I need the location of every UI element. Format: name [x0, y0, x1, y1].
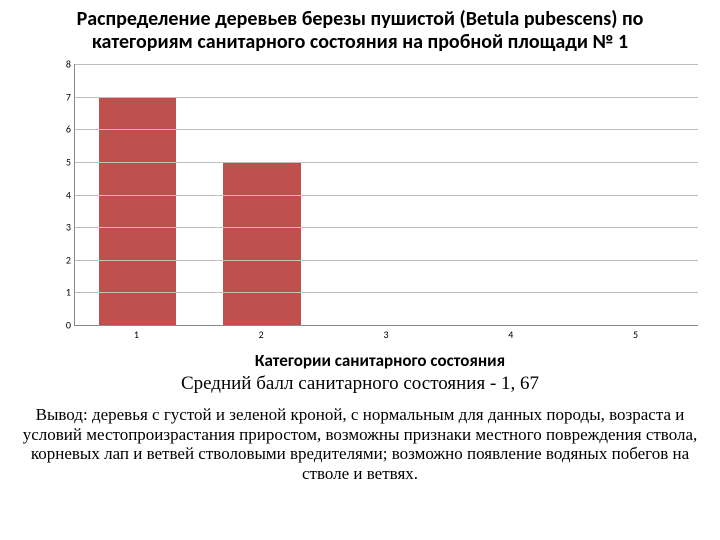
conclusion-lead: Вывод: [36, 405, 88, 424]
x-tick-label: 1 [74, 328, 199, 346]
x-tick-label: 3 [324, 328, 449, 346]
average-score-text: Средний балл санитарного состояния - 1, … [18, 373, 702, 395]
conclusion-body: деревья с густой и зеленой кроной, с нор… [23, 405, 698, 483]
y-tick-label: 8 [57, 58, 71, 71]
conclusion-text: Вывод: деревья с густой и зеленой кроной… [18, 405, 702, 483]
x-tick-label: 4 [448, 328, 573, 346]
bar [99, 97, 176, 325]
grid-line [75, 292, 698, 293]
y-tick-label: 5 [57, 155, 71, 168]
chart-title: Распределение деревьев березы пушистой (… [40, 8, 680, 54]
x-axis-label: Категории санитарного состояния [58, 350, 702, 371]
y-tick-label: 4 [57, 188, 71, 201]
page-root: Распределение деревьев березы пушистой (… [0, 0, 720, 540]
bar [223, 162, 300, 325]
y-tick-label: 3 [57, 221, 71, 234]
x-ticks: 12345 [74, 328, 698, 346]
grid-line [75, 129, 698, 130]
y-tick-label: 1 [57, 286, 71, 299]
grid-line [75, 260, 698, 261]
grid-line [75, 195, 698, 196]
grid-line [75, 227, 698, 228]
plot-area: 012345678 [74, 64, 698, 326]
grid-line [75, 162, 698, 163]
chart-area: Количество деревьев, шт. 012345678 12345 [18, 60, 702, 348]
x-tick-label: 2 [199, 328, 324, 346]
x-tick-label: 5 [573, 328, 698, 346]
y-tick-label: 6 [57, 123, 71, 136]
x-axis-row: Категории санитарного состояния [18, 350, 702, 371]
y-tick-label: 7 [57, 90, 71, 103]
grid-line [75, 97, 698, 98]
y-tick-label: 0 [57, 319, 71, 332]
grid-line [75, 64, 698, 65]
y-tick-label: 2 [57, 253, 71, 266]
